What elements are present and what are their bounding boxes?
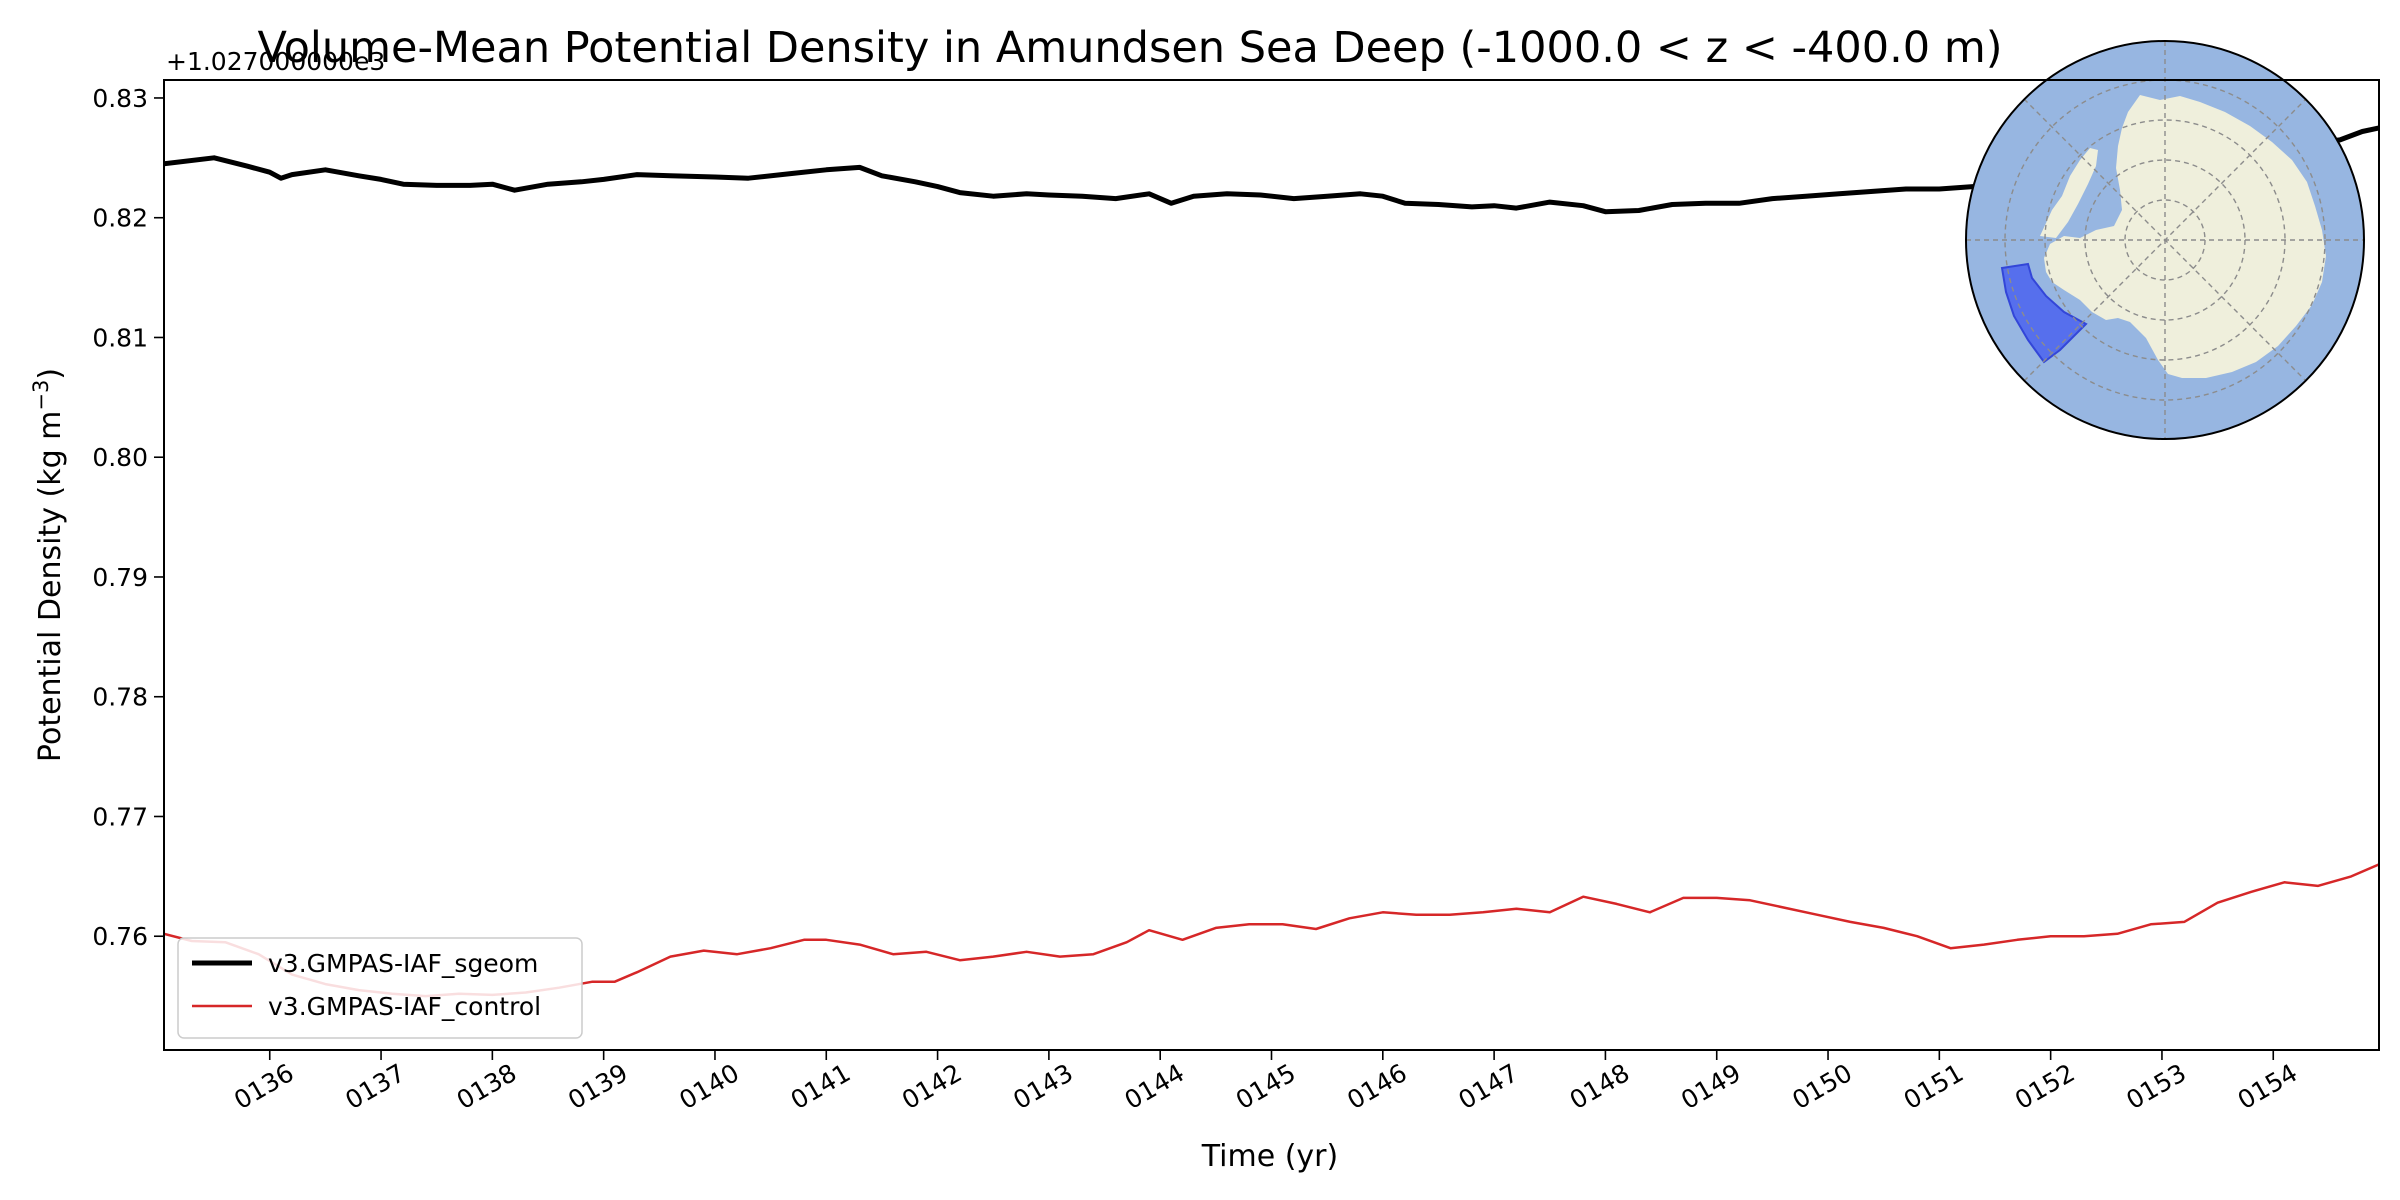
map-graticule [1966, 41, 2364, 439]
y-tick-label: 0.81 [92, 323, 148, 352]
y-axis-label-close: ) [33, 368, 68, 380]
y-tick-label: 0.77 [92, 802, 148, 831]
x-axis-label: Time (yr) [1201, 1139, 1338, 1174]
legend: v3.GMPAS-IAF_sgeom v3.GMPAS-IAF_control [177, 937, 583, 1039]
chart-title: Volume-Mean Potential Density in Amundse… [258, 23, 2003, 73]
antarctica-landmass [2040, 95, 2326, 378]
y-tick-label: 0.82 [92, 204, 148, 233]
legend-box [177, 937, 583, 1039]
y-axis: 0.76 0.77 0.78 0.79 0.80 0.81 0.82 0.83 [92, 84, 164, 951]
legend-label-sgeom: v3.GMPAS-IAF_sgeom [268, 949, 538, 978]
y-offset-text: +1.027000000e3 [166, 47, 385, 76]
y-tick-label: 0.80 [92, 443, 148, 472]
y-tick-label: 0.79 [92, 563, 148, 592]
inset-antarctic-map [1965, 40, 2365, 440]
y-axis-label: Potential Density (kg m−3) [29, 368, 68, 762]
y-tick-label: 0.78 [92, 683, 148, 712]
y-axis-label-main: Potential Density (kg m [33, 411, 68, 762]
y-tick-label: 0.76 [92, 922, 148, 951]
amundsen-sea-region-highlight [2000, 262, 2088, 364]
legend-label-control: v3.GMPAS-IAF_control [268, 992, 541, 1021]
y-tick-label: 0.83 [92, 84, 148, 113]
y-axis-label-exponent: −3 [29, 380, 53, 411]
